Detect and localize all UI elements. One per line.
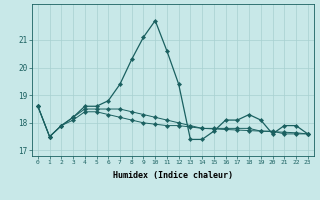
X-axis label: Humidex (Indice chaleur): Humidex (Indice chaleur)	[113, 171, 233, 180]
